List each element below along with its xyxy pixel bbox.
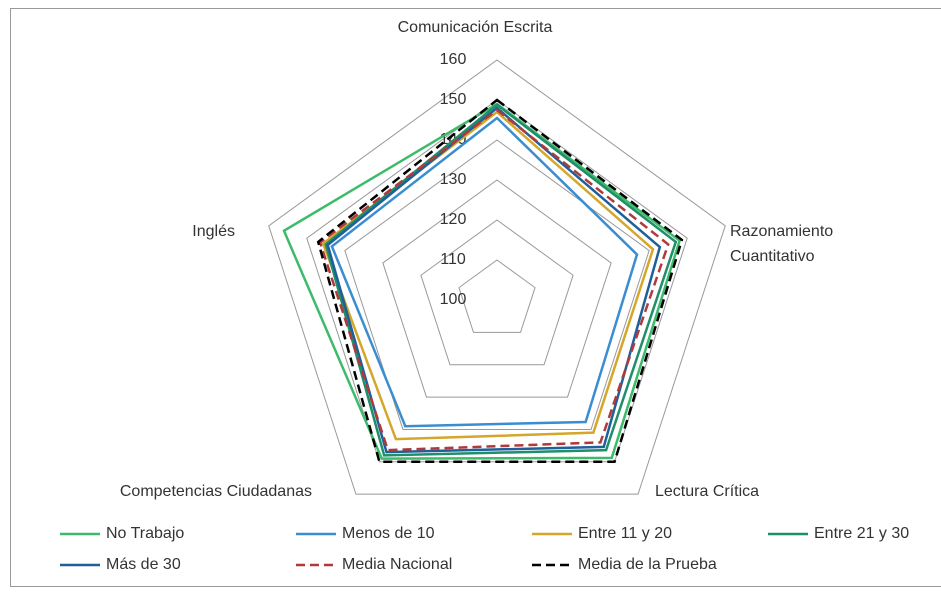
legend-label: Más de 30 <box>106 556 181 573</box>
legend-label: Menos de 10 <box>342 525 435 542</box>
r-tick-label: 130 <box>440 171 467 188</box>
r-tick-label: 160 <box>440 51 467 68</box>
category-label: Competencias Ciudadanas <box>120 483 312 500</box>
r-tick-label: 100 <box>440 291 467 308</box>
legend-label: Entre 21 y 30 <box>814 525 909 542</box>
r-tick-label: 110 <box>440 251 466 268</box>
legend-label: Entre 11 y 20 <box>578 525 672 542</box>
legend-label: Media Nacional <box>342 556 452 573</box>
legend-label: Media de la Prueba <box>578 556 717 573</box>
r-tick-label: 120 <box>440 211 467 228</box>
category-label: Lectura Crítica <box>655 483 759 500</box>
category-label: Inglés <box>192 223 235 240</box>
r-tick-label: 150 <box>440 91 467 108</box>
legend-label: No Trabajo <box>106 525 184 542</box>
category-label: Comunicación Escrita <box>398 19 553 36</box>
